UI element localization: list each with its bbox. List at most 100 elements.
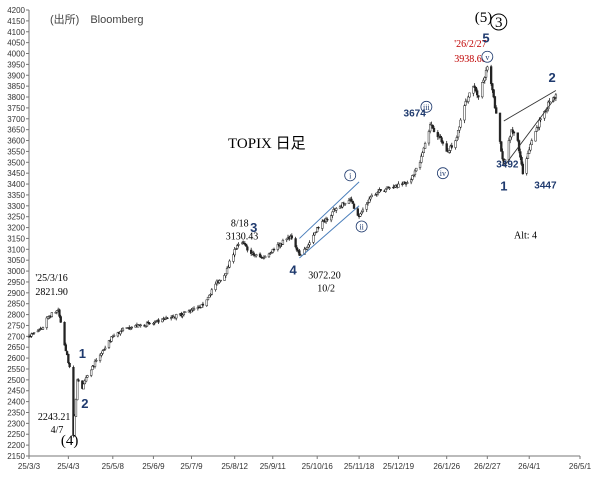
candle-body	[431, 124, 434, 129]
candle-body	[331, 211, 334, 216]
wave-circle-label: i	[349, 171, 352, 180]
candle-body	[415, 167, 418, 172]
candle	[308, 240, 311, 248]
candle-body	[458, 126, 461, 131]
candle-body	[41, 327, 45, 330]
candle	[237, 242, 240, 248]
y-tick-label: 3600	[7, 137, 25, 146]
candle	[184, 311, 187, 313]
candle	[548, 98, 551, 105]
candle-body	[365, 203, 368, 210]
candle-body	[225, 268, 229, 275]
level-label: 3492	[496, 160, 519, 171]
candle-body	[208, 294, 211, 298]
candle-body	[36, 330, 40, 333]
candle	[422, 146, 425, 154]
candle-body	[86, 375, 89, 378]
y-tick-label: 2850	[7, 300, 25, 309]
candle-body	[554, 94, 558, 99]
candle	[500, 141, 503, 152]
candle-body	[489, 66, 493, 84]
candle-body	[233, 249, 236, 256]
y-tick-label: 3150	[7, 234, 25, 243]
price-annotation: '26/2/27	[454, 39, 486, 50]
candle-body	[119, 331, 122, 335]
candle	[415, 167, 418, 172]
candle-body	[409, 179, 413, 183]
y-tick-label: 3350	[7, 191, 25, 200]
triangle-line	[503, 96, 557, 167]
candle-body	[427, 131, 431, 144]
candle	[317, 226, 320, 230]
candle-body	[369, 196, 372, 200]
candle	[458, 126, 461, 134]
candle	[182, 310, 186, 317]
y-tick-label: 2250	[7, 430, 25, 439]
candle-body	[326, 219, 329, 221]
candle-body	[67, 353, 70, 364]
price-annotation: 3130.43	[226, 232, 258, 243]
candle-body	[152, 323, 155, 325]
candle-body	[366, 202, 370, 204]
candle	[406, 180, 409, 184]
candle	[472, 85, 475, 97]
candle	[429, 122, 432, 134]
candle-body	[421, 152, 424, 157]
candle	[93, 359, 97, 369]
candle	[72, 365, 75, 438]
candle-body	[498, 112, 502, 142]
candle	[82, 382, 85, 390]
candle	[90, 369, 93, 378]
candle-body	[219, 279, 222, 282]
candle	[326, 217, 329, 222]
candle	[74, 398, 78, 417]
candle	[58, 308, 61, 319]
candle-body	[237, 244, 240, 246]
candle	[86, 374, 89, 378]
x-tick-label: 25/8/12	[221, 462, 248, 471]
candle	[84, 375, 88, 383]
x-tick-label: 25/4/3	[57, 462, 80, 471]
candle-body	[501, 151, 504, 160]
y-tick-label: 2700	[7, 332, 25, 341]
x-tick-labels: 25/3/3 25/4/3 25/5/8 25/6/9 25/7/9 25/8/12 25/…	[18, 462, 592, 471]
candle	[50, 312, 54, 318]
candle	[427, 129, 431, 146]
y-tick-label: 2900	[7, 289, 25, 298]
candle	[144, 326, 147, 328]
candle	[516, 132, 519, 143]
candle-body	[455, 137, 459, 142]
candle-body	[267, 253, 271, 258]
price-annotation: 8/18	[231, 218, 249, 229]
candle	[228, 259, 231, 269]
candle	[385, 186, 389, 191]
y-tick-label: 4200	[7, 6, 25, 15]
candle-body	[448, 150, 451, 153]
candle-body	[234, 248, 238, 251]
candle	[219, 279, 222, 282]
candle-body	[526, 153, 530, 159]
candle	[252, 250, 255, 257]
candle-body	[110, 336, 113, 342]
candle-body	[374, 194, 377, 196]
candle	[343, 202, 347, 206]
candle-body	[321, 221, 324, 229]
candle-body	[58, 309, 61, 317]
alt-note: Alt: 4	[514, 230, 537, 241]
candle	[331, 211, 334, 219]
channel-line	[299, 181, 360, 239]
y-tick-label: 3500	[7, 158, 25, 167]
candle	[440, 135, 443, 144]
candle-body	[232, 254, 235, 262]
wave-label: 3	[250, 220, 257, 235]
candle	[210, 288, 213, 296]
candle-body	[258, 253, 262, 258]
candle-body	[121, 328, 125, 331]
candle-body	[307, 244, 310, 248]
axes-group	[26, 9, 581, 459]
candle	[352, 202, 356, 209]
candle-body	[486, 66, 489, 71]
candle-body	[64, 344, 67, 352]
y-tick-label: 4100	[7, 28, 25, 37]
